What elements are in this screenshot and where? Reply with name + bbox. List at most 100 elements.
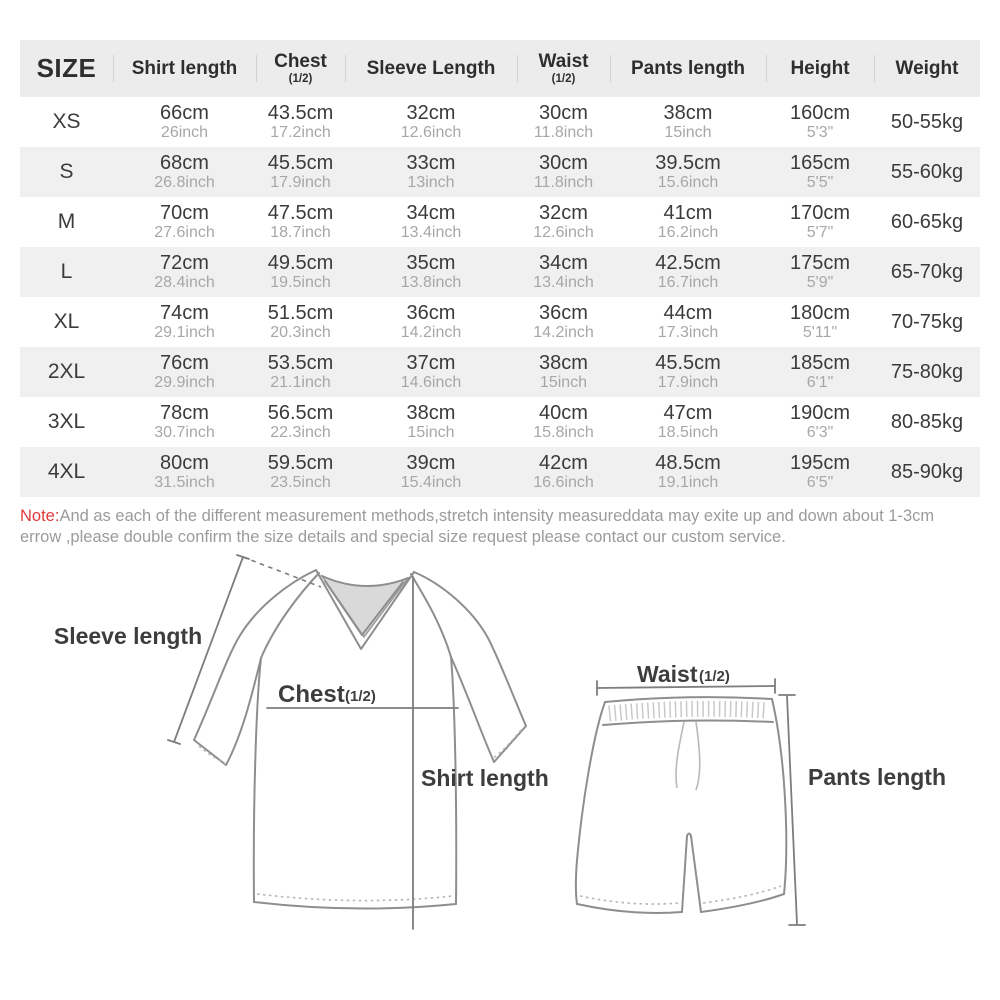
cm-value: 44cm: [663, 301, 713, 324]
column-header: Sleeve Length: [345, 40, 517, 97]
tshirt-left-side: [252, 657, 262, 903]
tshirt-hem-stitch: [256, 893, 454, 902]
size-cell: 3XL: [20, 397, 113, 447]
column-header-label: Weight: [895, 57, 959, 79]
inch-value: 13.4inch: [533, 273, 594, 291]
column-header: Waist (1/2): [517, 40, 610, 97]
inch-value: 15inch: [539, 373, 588, 391]
measurement-cell: 51.5cm 20.3inch: [256, 297, 345, 347]
measurement-cell: 44cm 17.3inch: [610, 297, 766, 347]
shorts-right-outer: [771, 698, 788, 895]
table-header-row: SIZE Shirt length Chest (1/2) Sleeve Length W…: [20, 40, 980, 97]
measurement-cell: 38cm 15inch: [345, 397, 517, 447]
measurement-cell: 35cm 13.8inch: [345, 247, 517, 297]
shirt-length-label: Shirt length: [421, 765, 549, 791]
inch-value: 18.5inch: [657, 423, 719, 441]
measurement-cell: 32cm 12.6inch: [517, 197, 610, 247]
measurement-cell: 39cm 15.4inch: [345, 447, 517, 497]
cm-value: 36cm: [539, 301, 588, 324]
column-header-label: Chest: [274, 51, 327, 72]
weight-value: 70-75kg: [890, 310, 964, 333]
weight-value: 50-55kg: [890, 110, 964, 133]
sleeve-length-label: Sleeve length: [54, 623, 202, 649]
weight-cell: 85-90kg: [874, 447, 980, 497]
cm-value: 40cm: [539, 401, 588, 424]
cm-value: 48.5cm: [655, 451, 721, 474]
inch-value: 27.6inch: [154, 223, 215, 241]
chest-sub-label: (1/2): [345, 688, 376, 705]
measurement-cell: 42cm 16.6inch: [517, 447, 610, 497]
inch-value: 15.6inch: [657, 173, 719, 191]
column-header-sub: (1/2): [551, 72, 576, 85]
measurement-cell: 70cm 27.6inch: [113, 197, 256, 247]
weight-value: 80-85kg: [890, 410, 964, 433]
measurement-cell: 45.5cm 17.9inch: [610, 347, 766, 397]
inch-value: 15.4inch: [400, 473, 462, 491]
tshirt-right-side: [450, 656, 458, 905]
measurement-cell: 33cm 13inch: [345, 147, 517, 197]
inch-value: 13inch: [407, 173, 455, 191]
cm-value: 36cm: [406, 301, 456, 324]
cm-value: 42.5cm: [655, 251, 721, 274]
cm-value: 30cm: [539, 101, 588, 124]
table-row: XL 74cm 29.1inch 51.5cm 20.3inch 36cm 14.2inch…: [20, 297, 980, 347]
cm-value: 45.5cm: [267, 151, 334, 174]
inch-value: 16.7inch: [657, 273, 719, 291]
cm-value: 72cm: [160, 251, 209, 274]
cm-value: 39cm: [406, 451, 456, 474]
inch-value: 5'7": [806, 223, 834, 241]
tshirt-collar-inner: [324, 580, 404, 636]
measurement-cell: 80cm 31.5inch: [113, 447, 256, 497]
cm-value: 47.5cm: [267, 201, 334, 224]
cm-value: 160cm: [789, 101, 851, 124]
column-header-label: Sleeve Length: [366, 57, 496, 79]
cm-value: 34cm: [539, 251, 588, 274]
size-value: 4XL: [47, 459, 86, 483]
cm-value: 74cm: [160, 301, 209, 324]
measurement-cell: 30cm 11.8inch: [517, 97, 610, 147]
measurement-cell: 47.5cm 18.7inch: [256, 197, 345, 247]
shorts-left-outer: [574, 701, 606, 905]
table-row: 4XL 80cm 31.5inch 59.5cm 23.5inch 39cm 15.4inc…: [20, 447, 980, 497]
column-header-sub: (1/2): [288, 72, 313, 85]
measurement-cell: 160cm 5'3": [766, 97, 874, 147]
weight-cell: 75-80kg: [874, 347, 980, 397]
measurement-cell: 59.5cm 23.5inch: [256, 447, 345, 497]
tshirt-left-sleeve-outer: [193, 569, 317, 741]
cm-value: 53.5cm: [267, 351, 334, 374]
tshirt-left-sleeve-inner: [225, 657, 262, 766]
inch-value: 28.4inch: [154, 273, 215, 291]
cm-value: 51.5cm: [267, 301, 334, 324]
measurement-cell: 185cm 6'1": [766, 347, 874, 397]
cm-value: 49.5cm: [267, 251, 334, 274]
size-cell: L: [20, 247, 113, 297]
inch-value: 29.9inch: [154, 373, 215, 391]
measurement-cell: 49.5cm 19.5inch: [256, 247, 345, 297]
inch-value: 6'1": [806, 373, 834, 391]
inch-value: 17.9inch: [657, 373, 719, 391]
inch-value: 5'3": [806, 123, 834, 141]
measurement-cell: 41cm 16.2inch: [610, 197, 766, 247]
tshirt-collar-outer: [315, 569, 415, 650]
measurement-cell: 56.5cm 22.3inch: [256, 397, 345, 447]
inch-value: 15inch: [407, 423, 455, 441]
cm-value: 47cm: [663, 401, 713, 424]
inch-value: 5'11": [802, 323, 838, 341]
size-value: L: [60, 259, 73, 283]
inch-value: 13.4inch: [400, 223, 462, 241]
shorts-left-hem: [576, 903, 683, 914]
inch-value: 26inch: [160, 123, 209, 141]
size-cell: XS: [20, 97, 113, 147]
inch-value: 12.6inch: [400, 123, 462, 141]
measurement-cell: 68cm 26.8inch: [113, 147, 256, 197]
shorts-waistband-ribbing: [608, 700, 769, 722]
weight-value: 75-80kg: [890, 360, 964, 383]
table-row: M 70cm 27.6inch 47.5cm 18.7inch 34cm 13.4inch 3…: [20, 197, 980, 247]
inch-value: 19.1inch: [657, 473, 719, 491]
measurement-cell: 42.5cm 16.7inch: [610, 247, 766, 297]
inch-value: 17.2inch: [270, 123, 331, 141]
note-line-2: errow ,please double confirm the size de…: [20, 528, 786, 546]
cm-value: 180cm: [789, 301, 851, 324]
measurement-cell: 37cm 14.6inch: [345, 347, 517, 397]
measurement-cell: 190cm 6'3": [766, 397, 874, 447]
